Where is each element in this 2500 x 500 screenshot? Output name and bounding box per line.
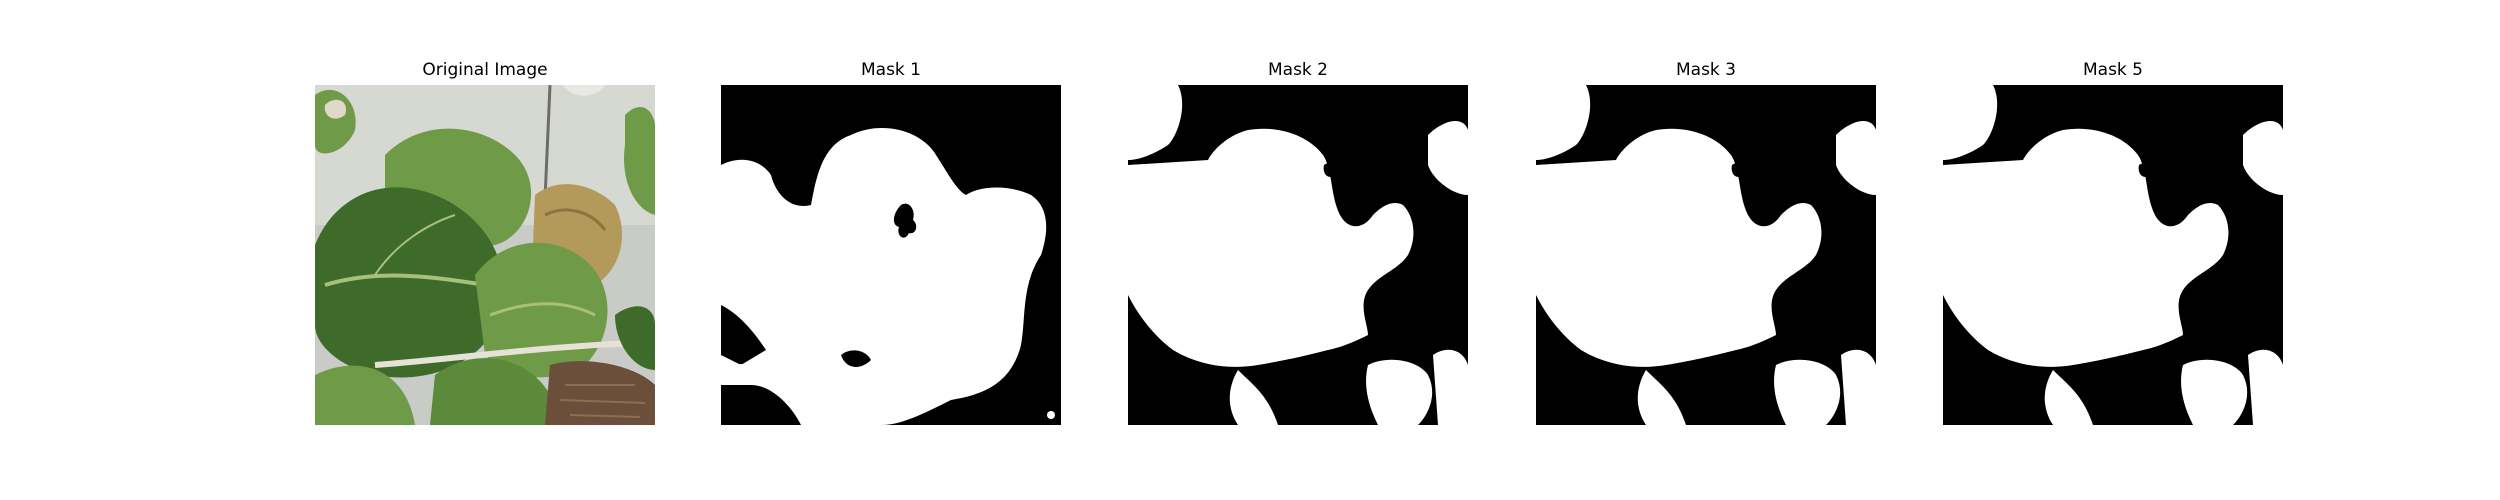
- mask-1-image: [721, 85, 1061, 425]
- mask-5-image: [1943, 85, 2283, 425]
- mask-2-image: [1128, 85, 1468, 425]
- binary-mask: [1943, 85, 2283, 425]
- binary-mask: [721, 85, 1061, 425]
- panel-title: Mask 3: [1675, 60, 1736, 80]
- binary-mask: [1128, 85, 1468, 425]
- panel-title: Mask 1: [860, 60, 921, 80]
- panel-title: Mask 5: [2082, 60, 2143, 80]
- panel-title: Mask 2: [1267, 60, 1328, 80]
- plant-photo: [315, 85, 655, 425]
- panel-title: Original Image: [422, 60, 548, 80]
- mask-3-image: [1536, 85, 1876, 425]
- binary-mask: [1536, 85, 1876, 425]
- original-photo: [315, 85, 655, 425]
